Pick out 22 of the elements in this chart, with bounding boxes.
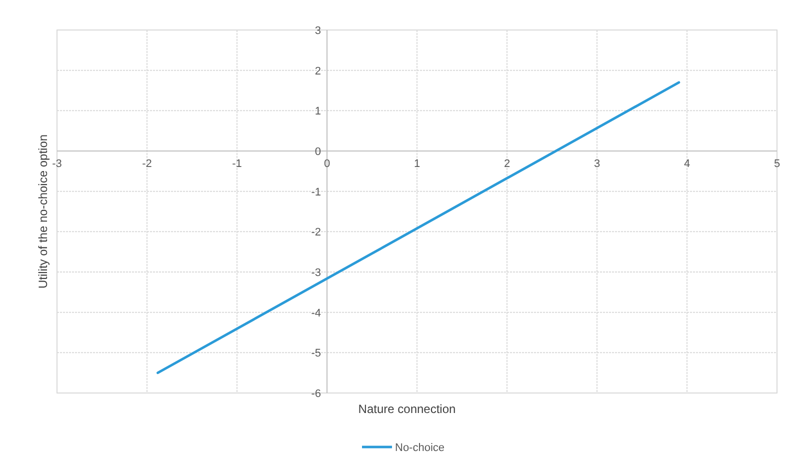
y-tick-label: -3: [311, 267, 321, 279]
y-tick-label: -5: [311, 348, 321, 360]
x-tick-label: 3: [594, 158, 600, 170]
y-tick-label: -2: [311, 226, 321, 239]
y-tick-label: 2: [314, 65, 321, 78]
y-axis-title: Utility of the no-choice option: [36, 134, 50, 289]
x-tick-label: 1: [414, 158, 420, 170]
y-tick-label: 1: [314, 106, 321, 118]
y-tick-label: 0: [314, 146, 321, 158]
x-tick-label: 0: [324, 158, 330, 170]
x-tick-label: 2: [504, 158, 510, 170]
y-tick-label: -1: [311, 186, 321, 198]
legend-label: No-choice: [395, 442, 445, 454]
x-tick-label: -3: [52, 158, 62, 170]
x-axis-title: Nature connection: [358, 402, 456, 416]
x-tick-label: 5: [774, 158, 780, 170]
y-tick-label: 3: [314, 25, 321, 37]
x-tick-label: -1: [232, 158, 242, 170]
y-tick-label: -4: [311, 307, 321, 320]
x-tick-label: 4: [684, 158, 690, 170]
y-tick-label: -6: [311, 388, 321, 400]
x-tick-label: -2: [142, 158, 152, 170]
